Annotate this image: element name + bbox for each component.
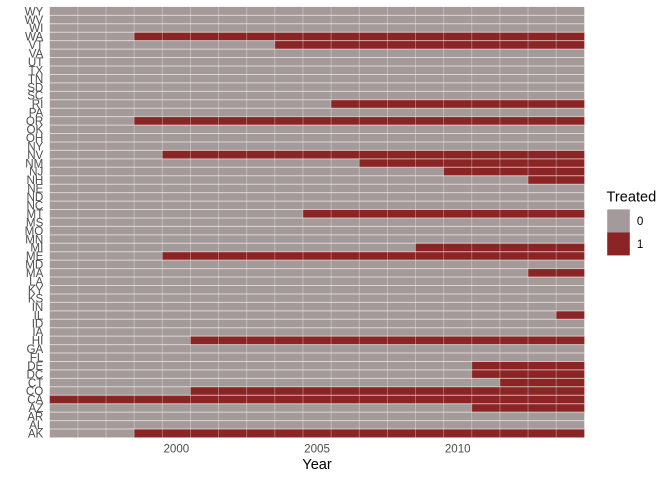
svg-text:MS: MS [26,216,44,229]
svg-text:SD: SD [27,81,43,94]
svg-text:WA: WA [25,31,44,44]
svg-text:CA: CA [27,394,43,407]
svg-text:MD: MD [25,259,43,272]
svg-text:AL: AL [29,419,44,432]
svg-text:Treated: Treated [607,190,657,206]
svg-text:MN: MN [25,233,43,246]
svg-text:2000: 2000 [163,442,189,455]
svg-text:ID: ID [32,318,44,331]
svg-text:FL: FL [30,351,44,364]
svg-text:OR: OR [26,115,43,128]
svg-text:2005: 2005 [304,442,330,455]
svg-text:NH: NH [27,174,44,187]
svg-text:LA: LA [29,275,43,288]
svg-text:AK: AK [28,427,44,440]
svg-text:PA: PA [29,107,44,120]
svg-text:OH: OH [26,132,43,145]
svg-text:HI: HI [32,335,44,348]
svg-text:DC: DC [27,368,44,381]
svg-text:NY: NY [27,140,43,153]
svg-text:AZ: AZ [28,402,43,415]
svg-text:IL: IL [34,309,44,322]
svg-text:DE: DE [27,360,43,373]
svg-text:RI: RI [32,98,44,111]
svg-text:ND: ND [27,191,44,204]
svg-text:MO: MO [25,225,44,238]
svg-text:WY: WY [25,5,44,18]
svg-text:TN: TN [28,73,43,86]
svg-text:MA: MA [26,267,44,280]
svg-text:NC: NC [27,200,44,213]
svg-text:1: 1 [637,238,643,251]
svg-text:WV: WV [25,14,44,27]
svg-text:IA: IA [32,326,43,339]
svg-text:CT: CT [28,377,43,390]
svg-text:GA: GA [27,343,44,356]
svg-text:TX: TX [28,64,43,77]
svg-text:AR: AR [27,411,43,424]
svg-text:IN: IN [32,301,44,314]
svg-text:2010: 2010 [445,442,471,455]
svg-text:NV: NV [27,149,43,162]
svg-text:NJ: NJ [29,166,43,179]
svg-text:KY: KY [28,284,44,297]
svg-text:OK: OK [27,124,44,137]
svg-text:CO: CO [26,385,43,398]
svg-text:NE: NE [27,183,43,196]
svg-text:UT: UT [28,56,43,69]
svg-text:KS: KS [28,292,44,305]
svg-text:MT: MT [27,208,44,221]
svg-text:VA: VA [29,48,44,61]
svg-text:NM: NM [25,157,43,170]
svg-text:VT: VT [28,39,43,52]
svg-text:ME: ME [26,250,44,263]
svg-text:MI: MI [30,242,43,255]
svg-text:Year: Year [302,457,332,473]
svg-text:0: 0 [637,215,643,228]
svg-text:WI: WI [29,22,43,35]
svg-text:SC: SC [27,90,43,103]
